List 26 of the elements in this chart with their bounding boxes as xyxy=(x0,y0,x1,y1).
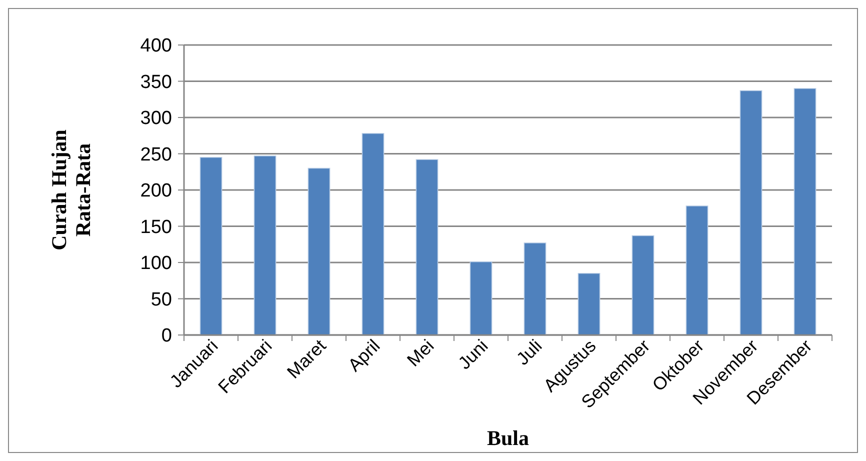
bar xyxy=(740,90,762,336)
y-tick-label: 100 xyxy=(140,253,172,274)
bar xyxy=(416,159,438,336)
bar xyxy=(578,272,600,336)
bar xyxy=(524,242,546,336)
y-axis-title: Curah Hujan Rata-Rata xyxy=(47,129,95,250)
bar xyxy=(686,206,708,336)
bar xyxy=(794,88,816,336)
y-tick-label: 300 xyxy=(140,108,172,130)
x-tick-label: Juli xyxy=(512,336,546,369)
x-tick-label: Mei xyxy=(403,336,438,370)
y-tick-label: 50 xyxy=(150,289,172,310)
x-axis-title: Bula xyxy=(486,426,530,450)
y-tick-label: 0 xyxy=(161,326,172,347)
bar xyxy=(200,156,222,336)
bar xyxy=(362,133,384,336)
y-tick-label: 200 xyxy=(140,180,172,202)
bar xyxy=(254,156,276,336)
y-tick-label: 150 xyxy=(140,216,172,238)
bar xyxy=(308,168,330,336)
bar xyxy=(470,261,492,336)
bar xyxy=(632,235,654,336)
y-tick-label: 400 xyxy=(140,36,172,57)
y-tick-label: 350 xyxy=(140,72,172,93)
y-tick-label: 250 xyxy=(140,144,172,166)
x-tick-label: Juni xyxy=(454,336,492,374)
